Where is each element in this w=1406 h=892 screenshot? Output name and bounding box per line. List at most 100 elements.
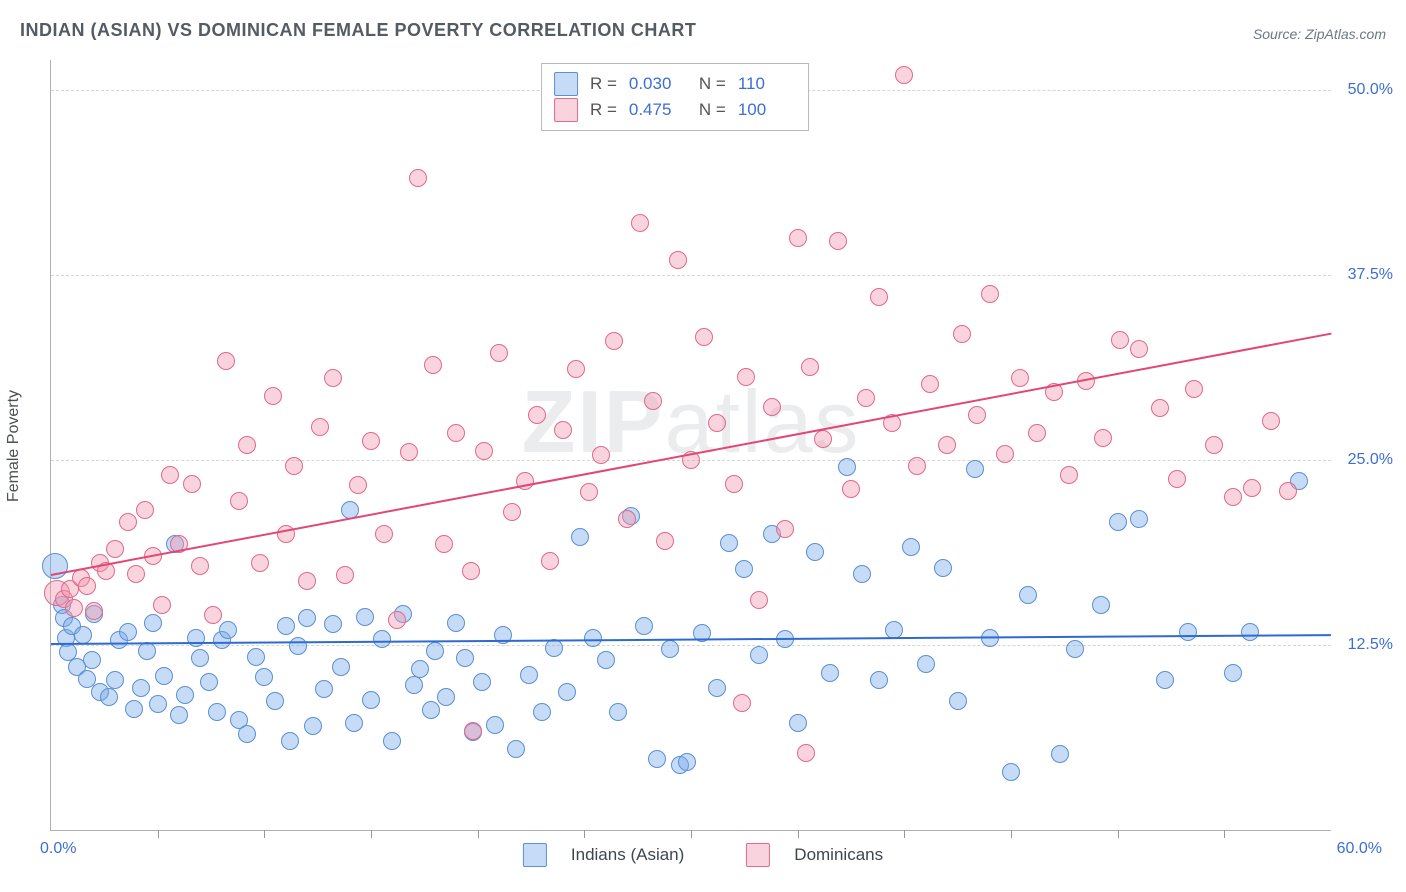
- legend-swatch-indians: [554, 72, 578, 96]
- data-point: [917, 655, 935, 673]
- data-point: [74, 626, 92, 644]
- data-point: [106, 671, 124, 689]
- data-point: [1111, 331, 1129, 349]
- data-point: [170, 706, 188, 724]
- data-point: [255, 668, 273, 686]
- data-point: [456, 649, 474, 667]
- data-point: [362, 691, 380, 709]
- data-point: [968, 406, 986, 424]
- x-tick: [1224, 830, 1225, 838]
- data-point: [934, 559, 952, 577]
- data-point: [669, 251, 687, 269]
- data-point: [554, 421, 572, 439]
- r-label: R =: [590, 99, 617, 122]
- data-point: [132, 679, 150, 697]
- data-point: [144, 614, 162, 632]
- data-point: [567, 360, 585, 378]
- data-point: [1051, 745, 1069, 763]
- data-point: [336, 566, 354, 584]
- data-point: [735, 560, 753, 578]
- data-point: [635, 617, 653, 635]
- data-point: [264, 387, 282, 405]
- data-point: [618, 510, 636, 528]
- data-point: [125, 700, 143, 718]
- y-tick-label: 37.5%: [1348, 266, 1393, 284]
- data-point: [1066, 640, 1084, 658]
- data-point: [1151, 399, 1169, 417]
- data-point: [447, 424, 465, 442]
- data-point: [737, 368, 755, 386]
- data-point: [277, 617, 295, 635]
- x-axis-end-label: 60.0%: [1337, 840, 1382, 858]
- data-point: [720, 534, 738, 552]
- scatter-plot-area: ZIPatlas 12.5%25.0%37.5%50.0%: [50, 60, 1331, 831]
- data-point: [475, 442, 493, 460]
- correlation-legend: R = 0.030 N = 110 R = 0.475 N = 100: [541, 63, 809, 131]
- data-point: [580, 483, 598, 501]
- x-tick: [158, 830, 159, 838]
- data-point: [400, 443, 418, 461]
- data-point: [388, 611, 406, 629]
- y-tick-label: 50.0%: [1348, 81, 1393, 99]
- trend-line: [51, 635, 1331, 646]
- data-point: [996, 445, 1014, 463]
- source-attribution: Source: ZipAtlas.com: [1253, 26, 1386, 42]
- data-point: [422, 701, 440, 719]
- data-point: [678, 753, 696, 771]
- data-point: [138, 642, 156, 660]
- data-point: [464, 722, 482, 740]
- source-name: ZipAtlas.com: [1305, 26, 1386, 42]
- data-point: [332, 658, 350, 676]
- data-point: [266, 692, 284, 710]
- r-label: R =: [590, 73, 617, 96]
- series-legend: Indians (Asian) Dominicans: [523, 843, 883, 867]
- data-point: [1060, 466, 1078, 484]
- data-point: [661, 640, 679, 658]
- data-point: [533, 703, 551, 721]
- data-point: [83, 651, 101, 669]
- data-point: [238, 436, 256, 454]
- x-tick: [904, 830, 905, 838]
- data-point: [1002, 763, 1020, 781]
- data-point: [1168, 470, 1186, 488]
- data-point: [106, 540, 124, 558]
- data-point: [183, 475, 201, 493]
- data-point: [857, 389, 875, 407]
- data-point: [281, 732, 299, 750]
- data-point: [424, 356, 442, 374]
- data-point: [311, 418, 329, 436]
- r-value-dominicans: 0.475: [629, 99, 687, 122]
- data-point: [251, 554, 269, 572]
- data-point: [842, 480, 860, 498]
- n-label: N =: [699, 73, 726, 96]
- data-point: [541, 552, 559, 570]
- x-tick: [584, 830, 585, 838]
- data-point: [1028, 424, 1046, 442]
- data-point: [304, 717, 322, 735]
- data-point: [895, 66, 913, 84]
- data-point: [708, 414, 726, 432]
- data-point: [298, 572, 316, 590]
- data-point: [708, 679, 726, 697]
- data-point: [247, 648, 265, 666]
- data-point: [200, 673, 218, 691]
- legend-label-indians: Indians (Asian): [571, 845, 684, 865]
- data-point: [411, 660, 429, 678]
- data-point: [324, 369, 342, 387]
- data-point: [473, 673, 491, 691]
- data-point: [486, 716, 504, 734]
- data-point: [725, 475, 743, 493]
- x-tick: [371, 830, 372, 838]
- data-point: [85, 602, 103, 620]
- data-point: [219, 621, 237, 639]
- data-point: [373, 630, 391, 648]
- data-point: [592, 446, 610, 464]
- data-point: [656, 532, 674, 550]
- data-point: [208, 703, 226, 721]
- data-point: [853, 565, 871, 583]
- data-point: [1156, 671, 1174, 689]
- data-point: [176, 686, 194, 704]
- data-point: [938, 436, 956, 454]
- x-tick: [691, 830, 692, 838]
- data-point: [191, 557, 209, 575]
